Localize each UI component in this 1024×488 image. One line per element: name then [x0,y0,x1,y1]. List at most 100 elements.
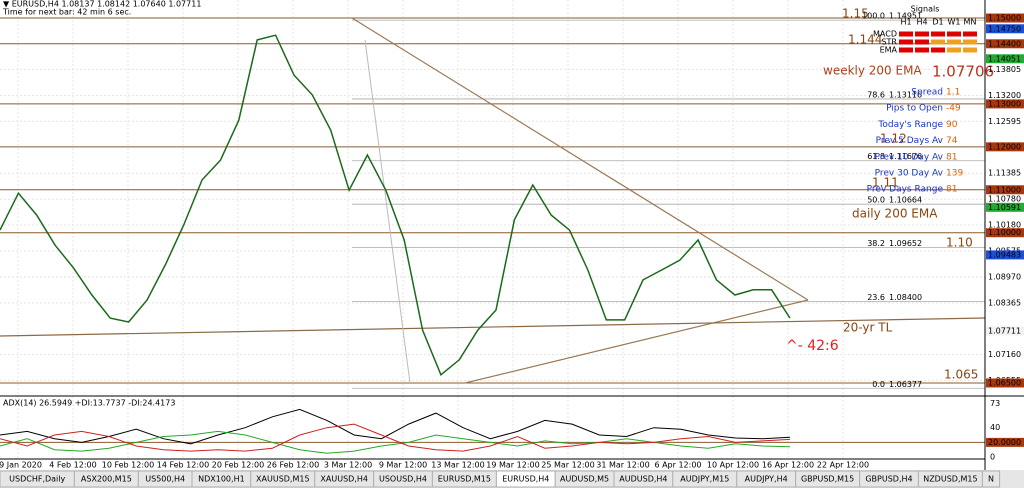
info-label: Prev 10 Day Av [875,152,944,162]
tab-label[interactable]: GBPUSD,H4 [865,475,912,484]
annotation: 1.15 [842,7,869,21]
annotation: 1.065 [944,368,978,382]
level-box [986,437,1024,447]
signal-column: MN [964,18,977,27]
level-label: 1.14051 [988,54,1021,63]
trend-line [351,17,809,301]
info-label: Pips to Open [886,104,943,114]
x-tick-label: 31 Mar 12:00 [596,461,649,470]
x-tick-label: 10 Feb 12:00 [102,461,154,470]
y-tick-label: 1.10780 [988,195,1021,204]
fib-ratio: 78.6 [867,90,885,99]
info-label: Spread [911,88,943,98]
signal-row: STR [881,38,897,47]
signal-column: W1 [948,18,961,27]
annotation: daily 200 EMA [852,207,938,221]
info-label: Prev Days Range [867,185,944,195]
y-tick-label: 20.0000 [988,438,1021,447]
fib-price: 1.08400 [889,293,922,302]
y-tick-label: 40 [990,423,1000,432]
tab-label[interactable]: GBPUSD,M15 [801,475,854,484]
y-tick-label: 1.11385 [988,169,1021,178]
tab-label[interactable]: XAUUSD,H4 [320,475,368,484]
signal-box [915,39,929,45]
info-label: Prev 30 Day Av [875,169,944,179]
header-symbol: ▼ EURUSD,H4 1.08137 1.08142 1.07640 1.07… [3,0,201,9]
tab-label[interactable]: AUDUSD,H4 [619,475,667,484]
indicator-title: ADX(14) 26.5949 +DI:13.7737 -DI:24.4173 [3,399,175,408]
x-tick-label: 3 Mar 12:00 [324,461,372,470]
annotation: ^- 42:6 [786,338,839,354]
tab-label[interactable]: EURUSD,H4 [502,475,549,484]
x-tick-label: 9 Mar 12:00 [379,461,427,470]
signal-box [963,47,977,53]
signal-box [947,31,961,37]
tab-label[interactable]: AUDUSD,M5 [560,475,609,484]
tab-label[interactable]: USDCHF,Daily [9,475,65,484]
level-label: 1.15000 [988,14,1021,23]
tab-label[interactable]: USOUSD,H4 [379,475,427,484]
info-value: 81 [946,152,957,162]
info-value: -49 [946,104,961,114]
signal-column: H1 [900,18,911,27]
signal-box [915,31,929,37]
level-label: 1.06500 [988,378,1021,387]
level-label: 1.14400 [988,39,1021,48]
level-box [986,24,1024,34]
signal-box [947,47,961,53]
tab-label[interactable]: US500,H4 [145,475,185,484]
x-tick-label: 25 Mar 12:00 [541,461,594,470]
x-tick-label: 26 Feb 12:00 [267,461,319,470]
tab-label[interactable]: EURUSD,M15 [438,475,491,484]
trend-line [464,299,809,384]
signal-box [947,39,961,45]
signal-column: H4 [916,18,927,27]
info-value: 139 [946,169,963,179]
level-label: 1.10000 [988,228,1021,237]
level-box [986,228,1024,238]
x-tick-label: 22 Apr 12:00 [817,461,869,470]
x-tick-label: 13 Mar 12:00 [431,461,484,470]
signal-box [899,39,913,45]
fib-price: 1.14951 [889,12,922,21]
x-tick-label: 6 Apr 12:00 [654,461,701,470]
fib-ratio: 61.8 [867,152,885,161]
signal-box [915,47,929,53]
level-box [986,202,1024,212]
annotation: 1.12 [880,132,907,146]
y-tick-label: 1.12595 [988,117,1021,126]
y-tick-label: 0 [990,453,995,462]
fib-ratio: 100.0 [862,12,885,21]
signal-box [963,39,977,45]
fib-price: 1.06377 [889,380,922,389]
x-tick-label: 20 Feb 12:00 [212,461,264,470]
tab-label[interactable]: ASX200,M15 [81,475,132,484]
signals-title: Signals [911,5,940,14]
signal-box [931,31,945,37]
info-label: Today's Range [877,120,943,130]
annotation: weekly 200 EMA [823,64,922,78]
fib-ratio: 50.0 [867,196,885,205]
level-box [986,326,1024,336]
tab-label[interactable]: AUDJPY,H4 [745,475,788,484]
signal-row: MACD [873,30,897,39]
info-label: Prev 5 Days Av [876,136,944,146]
tab-label[interactable]: XAUUSD,M15 [256,475,310,484]
fib-ratio: 38.2 [867,239,885,248]
x-tick-label: 16 Apr 12:00 [762,461,814,470]
signal-box [931,39,945,45]
fib-price: 1.10664 [889,196,922,205]
y-tick-label: 1.08970 [988,272,1021,281]
y-tick-label: 1.13200 [988,91,1021,100]
y-tick-label: 73 [990,399,1000,408]
level-box [986,13,1024,23]
tab-label[interactable]: AUDJPY,M15 [680,475,729,484]
level-box [986,250,1024,260]
info-value: 81 [946,185,957,195]
tab[interactable] [981,470,1001,488]
tab-label[interactable]: NDX100,H1 [198,475,245,484]
tab-label[interactable]: NZDUSD,M15 [923,475,977,484]
level-box [986,54,1024,64]
tab-label[interactable]: N [988,475,994,484]
level-label: 1.14750 [988,24,1021,33]
